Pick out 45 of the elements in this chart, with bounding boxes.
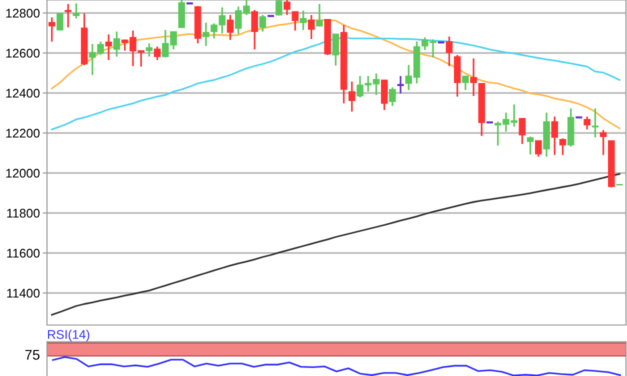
y-tick-label: 12600 — [6, 48, 40, 58]
candlestick — [584, 116, 590, 130]
candlestick — [600, 129, 607, 156]
candlestick — [154, 46, 161, 61]
band-label: 75 — [25, 350, 40, 360]
candlestick — [462, 75, 469, 91]
candlestick — [470, 58, 477, 97]
candlestick — [105, 34, 112, 61]
candlestick — [380, 79, 388, 111]
candlestick — [48, 16, 56, 42]
candlestick — [389, 86, 396, 107]
candlestick — [146, 42, 153, 58]
y-tick-label: 12000 — [6, 168, 40, 178]
candlestick — [396, 75, 405, 94]
candlestick — [592, 108, 599, 138]
candlestick — [292, 10, 299, 32]
candlestick — [332, 33, 340, 66]
candlestick — [72, 2, 80, 20]
candlestick — [308, 14, 315, 40]
candlestick — [276, 0, 282, 16]
candlestick — [518, 118, 526, 145]
candlestick — [251, 9, 258, 50]
candlestick — [64, 3, 72, 28]
candlestick — [284, 0, 290, 16]
candlestick — [56, 12, 64, 32]
chart-title: RSI(14) — [48, 330, 90, 342]
candlestick — [316, 3, 323, 28]
line-series — [51, 173, 620, 316]
candlestick — [551, 116, 558, 156]
y-tick-label: 11800 — [7, 208, 40, 218]
y-tick-label: 11400 — [7, 288, 40, 298]
candlestick — [113, 30, 120, 58]
candlestick — [348, 80, 356, 112]
candlestick — [202, 22, 210, 47]
candlestick — [300, 10, 307, 31]
candlestick — [535, 140, 542, 158]
y-tick-label: 12400 — [6, 88, 40, 98]
candlestick — [259, 14, 266, 32]
candlestick — [226, 14, 234, 41]
y-tick-label: 12800 — [6, 8, 40, 18]
candlestick — [526, 136, 534, 156]
y-tick-label: 11600 — [7, 248, 40, 258]
candlestick — [446, 36, 453, 67]
y-tick-label: 12200 — [6, 128, 40, 138]
candlestick — [559, 138, 566, 156]
